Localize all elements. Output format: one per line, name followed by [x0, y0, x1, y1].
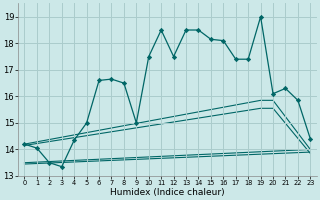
X-axis label: Humidex (Indice chaleur): Humidex (Indice chaleur): [110, 188, 225, 197]
